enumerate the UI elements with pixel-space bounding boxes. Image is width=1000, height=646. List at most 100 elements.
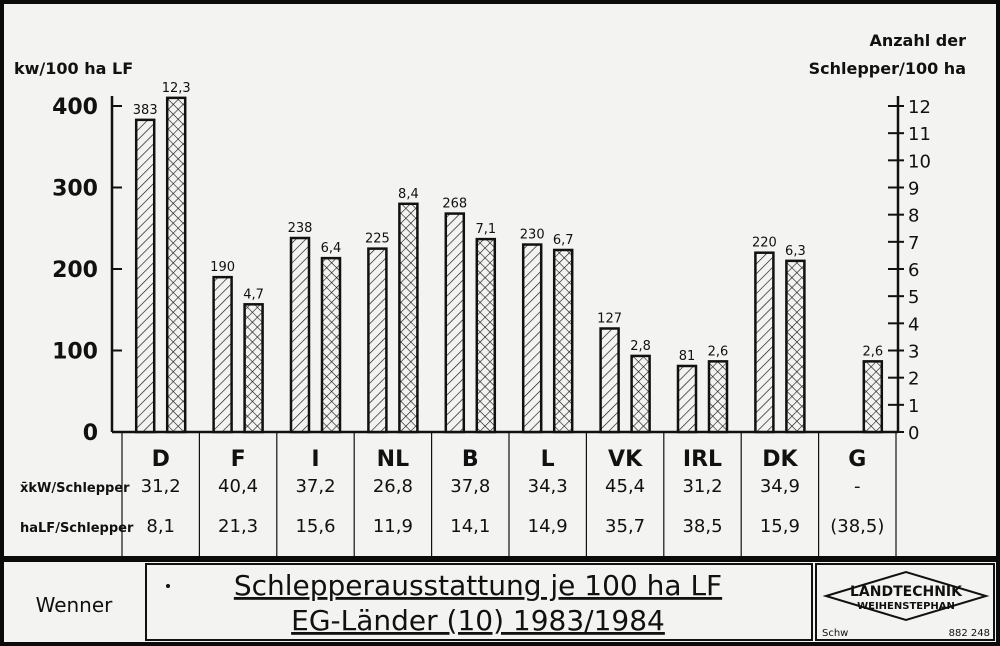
- table-cell: 45,4: [605, 476, 645, 497]
- table-cell: 35,7: [605, 516, 645, 537]
- bar-tractors-value-label: 8,4: [398, 187, 419, 202]
- logo-text-line2: WEIHENSTEPHAN: [857, 601, 955, 612]
- country-label: F: [231, 447, 246, 472]
- right-tick-label: 7: [908, 233, 919, 254]
- code-right: 882 248: [949, 628, 990, 639]
- bar-tractors-value-label: 12,3: [162, 81, 191, 96]
- bar-tractors-B: [475, 237, 497, 434]
- left-axis-label: kw/100 ha LF: [14, 59, 133, 78]
- bar-tractors-DK: [785, 259, 806, 434]
- right-axis-label-line1: Anzahl der: [869, 31, 966, 50]
- table-cell: 37,8: [450, 476, 490, 497]
- bar-series: 383 12,3 190 4,7 238 6,4 225 8,4 268 7,1 230 6,7 127…: [133, 81, 884, 434]
- country-label: DK: [762, 447, 798, 472]
- table-cell: 31,2: [141, 476, 181, 497]
- table-cell: 37,2: [295, 476, 335, 497]
- bar-kw-I: [289, 236, 311, 434]
- country-label: I: [311, 447, 319, 472]
- right-tick-label: 1: [908, 396, 919, 417]
- bar-tractors-value-label: 7,1: [475, 222, 496, 237]
- bar-kw-value-label: 127: [597, 311, 622, 326]
- table-cell: 40,4: [218, 476, 258, 497]
- bar-kw-value-label: 230: [520, 228, 545, 243]
- bar-tractors-value-label: 6,7: [553, 233, 574, 248]
- table-cell: 34,9: [760, 476, 800, 497]
- country-label: VK: [608, 447, 643, 472]
- logo-box: [815, 563, 995, 641]
- bar-tractors-VK: [630, 354, 651, 434]
- bar-tractors-G: [862, 360, 884, 434]
- right-tick-label: 3: [908, 342, 919, 363]
- code-left: Schw: [822, 628, 848, 639]
- bar-tractors-F: [243, 303, 264, 434]
- left-tick-label: 0: [83, 421, 98, 446]
- title-box: [145, 563, 813, 641]
- landtechnik-logo: LANDTECHNIK WEIHENSTEPHAN: [822, 570, 990, 622]
- bar-tractors-value-label: 6,3: [785, 244, 806, 259]
- bar-tractors-value-label: 6,4: [321, 241, 342, 256]
- bar-kw-VK: [599, 327, 620, 434]
- table-cell: (38,5): [830, 516, 884, 537]
- country-label: L: [541, 447, 555, 472]
- bar-kw-IRL: [676, 364, 698, 434]
- bar-kw-value-label: 268: [442, 197, 467, 212]
- footer-panel: [4, 562, 996, 642]
- country-label: NL: [377, 447, 409, 472]
- bar-kw-value-label: 220: [752, 236, 777, 251]
- table-cell: 21,3: [218, 516, 258, 537]
- logo-text-line1: LANDTECHNIK: [850, 584, 963, 600]
- left-axis-ticks: 0 100 200 300 400: [52, 95, 122, 446]
- bar-kw-value-label: 383: [133, 103, 158, 118]
- bar-kw-DK: [754, 251, 775, 434]
- right-tick-label: 2: [908, 369, 919, 390]
- bar-kw-D: [134, 118, 156, 434]
- right-tick-label: 12: [908, 97, 931, 118]
- bar-kw-F: [212, 275, 233, 434]
- right-tick-label: 8: [908, 206, 919, 227]
- table-cell: 15,9: [760, 516, 800, 537]
- country-label: IRL: [683, 447, 722, 472]
- data-table-grid: [121, 432, 897, 556]
- right-axis-label-line2: Schlepper/100 ha: [809, 59, 966, 78]
- right-tick-label: 10: [908, 151, 931, 172]
- country-label: B: [462, 447, 479, 472]
- table-cell: 14,9: [528, 516, 568, 537]
- bar-tractors-D: [165, 96, 187, 434]
- bar-tractors-IRL: [707, 360, 729, 434]
- bar-tractors-L: [552, 248, 574, 434]
- right-tick-label: 11: [908, 124, 931, 145]
- left-tick-label: 300: [52, 177, 98, 202]
- table-cell: 15,6: [295, 516, 335, 537]
- figure-title-line2: EG-Länder (10) 1983/1984: [291, 604, 665, 637]
- table-cell: 31,2: [682, 476, 722, 497]
- table-row-label: haLF/Schlepper: [20, 521, 134, 536]
- data-table: x̄kW/Schlepper 31,2 40,4 37,2 26,8 37,8 34,3 45…: [20, 447, 884, 537]
- bar-tractors-value-label: 4,7: [243, 287, 264, 302]
- right-tick-label: 5: [908, 287, 919, 308]
- right-tick-label: 0: [908, 423, 919, 444]
- table-cell: -: [854, 476, 861, 497]
- right-tick-label: 4: [908, 314, 919, 335]
- bar-tractors-value-label: 2,8: [630, 339, 651, 354]
- table-row-label: x̄kW/Schlepper: [20, 481, 130, 496]
- country-label: D: [152, 447, 170, 472]
- table-cell: 8,1: [146, 516, 175, 537]
- table-cell: 34,3: [528, 476, 568, 497]
- bar-kw-value-label: 190: [210, 260, 235, 275]
- bar-kw-value-label: 238: [288, 221, 313, 236]
- bar-kw-B: [444, 212, 466, 434]
- table-cell: 11,9: [373, 516, 413, 537]
- bar-kw-L: [521, 243, 543, 434]
- bar-tractors-value-label: 2,6: [708, 344, 729, 359]
- bar-kw-NL: [367, 247, 388, 434]
- left-tick-label: 400: [52, 95, 98, 120]
- figure-title-line1: Schlepperausstattung je 100 ha LF: [234, 569, 722, 602]
- bar-tractors-value-label: 2,6: [862, 344, 883, 359]
- bar-tractors-NL: [398, 202, 419, 434]
- right-tick-label: 6: [908, 260, 919, 281]
- bar-kw-value-label: 225: [365, 232, 390, 247]
- table-cell: 14,1: [450, 516, 490, 537]
- left-tick-label: 100: [52, 340, 98, 365]
